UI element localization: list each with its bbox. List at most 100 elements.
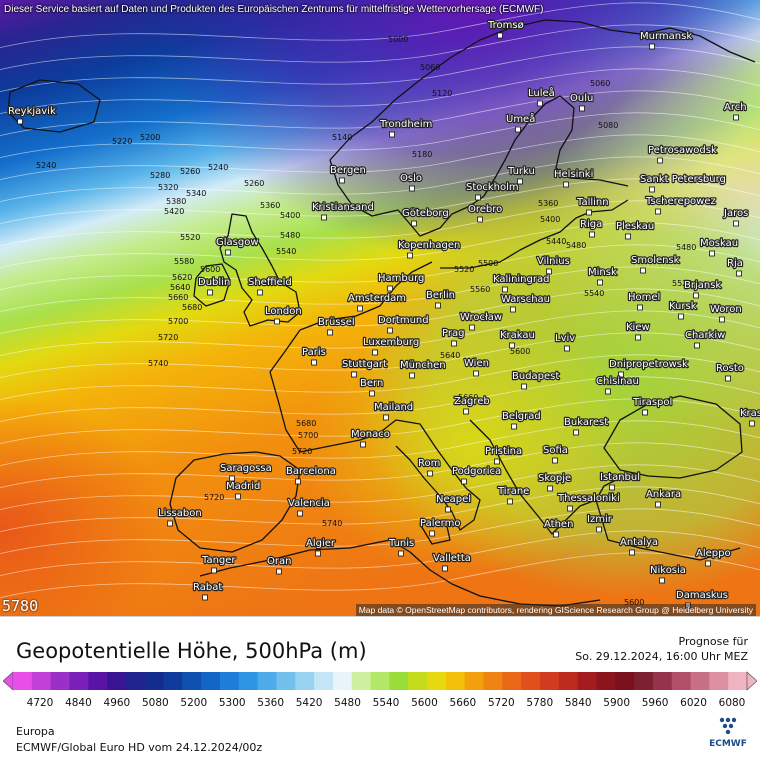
city-marker: Göteborg [401, 207, 450, 227]
balkan-coast [469, 419, 621, 535]
contour-line [0, 420, 760, 467]
scale-tick-label: 5480 [334, 697, 361, 709]
scale-arrow-left [3, 671, 14, 691]
city-marker: Helsinki [553, 168, 595, 188]
contour-line [0, 266, 760, 313]
city-dot [553, 531, 559, 538]
city-label: Barcelona [286, 466, 336, 477]
city-dot [429, 530, 435, 537]
city-dot [409, 185, 415, 192]
city-label: Damaskus [676, 590, 728, 601]
contour-label: 5540 [584, 289, 604, 298]
city-dot [605, 388, 611, 395]
ecmwf-logo: ECMWF [708, 715, 748, 749]
contour-label: 5660 [458, 393, 478, 402]
city-label: Mailand [374, 402, 413, 413]
coastlines [7, 19, 756, 607]
city-marker: Luxemburg [362, 336, 420, 356]
contour-label: 5540 [276, 247, 296, 256]
contour-label: 5280 [150, 171, 170, 180]
contour-label: 5360 [260, 201, 280, 210]
city-dot [257, 289, 263, 296]
city-dot [387, 327, 393, 334]
city-label: Smolensk [631, 255, 680, 266]
scale-tick-label: 5960 [641, 697, 669, 709]
city-dot [407, 252, 413, 259]
city-marker: Minsk [587, 266, 618, 286]
city-dot [521, 383, 527, 390]
scale-swatch [107, 672, 127, 690]
city-dot [640, 267, 646, 274]
city-dot [657, 157, 663, 164]
city-label: Aleppo [696, 548, 731, 559]
city-marker: Tromsø [486, 19, 525, 39]
contour-label: 5700 [168, 317, 188, 326]
city-dot [17, 118, 23, 125]
city-label: Bergen [330, 165, 366, 176]
city-dot [546, 268, 552, 275]
city-label: Budapest [512, 371, 559, 382]
city-label: Valletta [433, 553, 471, 564]
contour-label: 5720 [204, 493, 224, 502]
city-dot [733, 220, 739, 227]
map-title: Geopotentielle Höhe, 500hPa (m) [16, 639, 367, 663]
city-label: Sofia [543, 445, 568, 456]
city-label: Wrocław [460, 312, 502, 323]
contour-label: 5740 [322, 519, 342, 528]
city-label: Chisinau [596, 376, 639, 387]
scandinavia-coast [329, 19, 756, 237]
city-dot [509, 342, 515, 349]
scale-swatch [445, 672, 466, 690]
city-dot [618, 371, 624, 378]
contour-line [0, 134, 760, 181]
city-dot [469, 324, 475, 331]
city-marker: Aleppo [695, 547, 732, 567]
city-dot [659, 577, 665, 584]
scale-swatch [13, 672, 33, 690]
forecast-time: So. 29.12.2024, 16:00 Uhr MEZ [575, 650, 748, 663]
contour-label: 5260 [180, 167, 200, 176]
city-marker: Dnipropetrowsk [608, 358, 689, 378]
city-label: Oslo [400, 173, 422, 184]
city-marker: Pristina [484, 445, 523, 465]
contour-label: 5720 [158, 333, 178, 342]
city-label: Zagreb [454, 396, 490, 407]
contour-label: 5240 [36, 161, 56, 170]
scale-swatch [257, 672, 277, 690]
contour-label: 5620 [172, 273, 192, 282]
scale-swatch [558, 672, 579, 690]
city-marker: Hamburg [377, 272, 426, 292]
city-marker: München [399, 359, 447, 379]
contour-line [0, 354, 760, 401]
contour-label: 5520 [454, 265, 474, 274]
city-label: Reykjavik [8, 106, 56, 117]
contour-label: 5240 [208, 163, 228, 172]
city-marker: Kristiansand [311, 201, 375, 221]
city-label: Monaco [351, 429, 390, 440]
city-label: Oran [267, 556, 291, 567]
scale-swatch [88, 672, 108, 690]
contour-labels: 5000 5060 5060 5120 5080 5200 5140 5180 5220 5240… [36, 35, 696, 607]
city-label: Stuttgart [342, 359, 387, 370]
contour-line [0, 310, 760, 357]
city-marker: Belgrad [501, 410, 542, 430]
model-run-label: ECMWF/Global Euro HD vom 24.12.2024/00z [16, 741, 263, 754]
scale-tick-label: 5200 [180, 697, 208, 709]
city-label: Krakau [500, 330, 535, 341]
city-dot [635, 334, 641, 341]
city-dot [693, 292, 699, 299]
city-label: Amsterdam [348, 293, 406, 304]
city-dot [442, 565, 448, 572]
city-label: Orebro [468, 204, 502, 215]
scale-swatch [539, 672, 560, 690]
city-label: Petrosawodsk [648, 145, 717, 156]
city-label: Rosto [716, 363, 744, 374]
city-label: Lissabon [158, 508, 202, 519]
city-label: Brüssel [318, 317, 355, 328]
city-label: Luxemburg [363, 337, 419, 348]
city-marker: Homel [627, 291, 662, 311]
city-marker: Ankara [645, 488, 682, 508]
city-dot [597, 279, 603, 286]
scale-swatch [220, 672, 240, 690]
forecast-label: Prognose für [678, 635, 749, 648]
